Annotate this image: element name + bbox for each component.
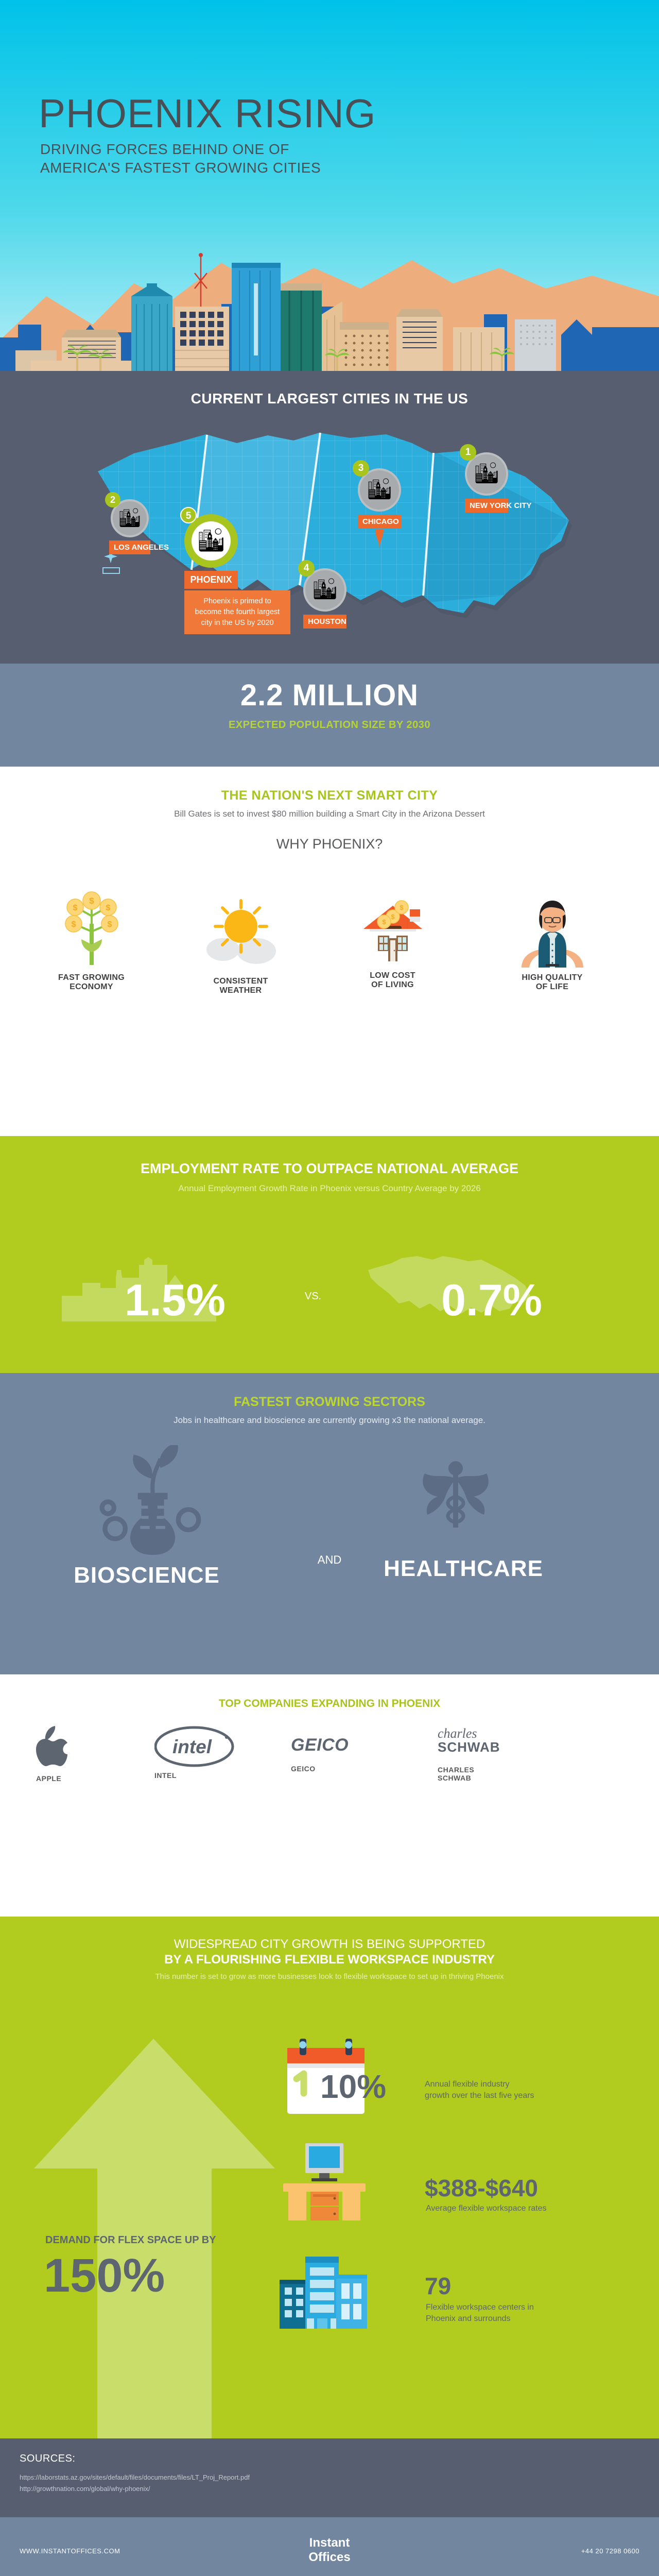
svg-text:$: $ [107,920,112,929]
svg-text:$: $ [382,918,386,926]
svg-text:$: $ [89,896,94,906]
svg-text:$: $ [71,920,76,929]
svg-text:$: $ [73,904,77,912]
svg-text:intel: intel [172,1736,212,1757]
svg-text:$: $ [400,904,404,911]
svg-text:$: $ [106,904,110,912]
svg-text:$: $ [391,913,395,921]
